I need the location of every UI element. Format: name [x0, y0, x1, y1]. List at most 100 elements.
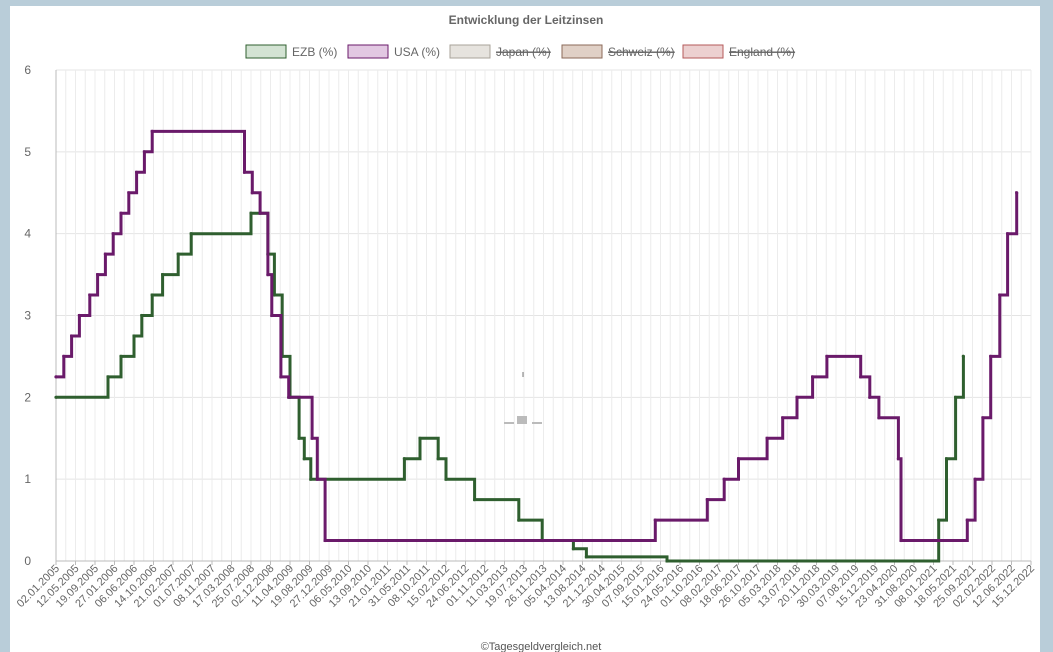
y-tick-label: 4 [24, 227, 31, 241]
data-point[interactable] [279, 375, 283, 379]
chart-series [54, 129, 1019, 563]
data-point[interactable] [176, 252, 180, 256]
y-tick-label: 0 [24, 554, 31, 568]
data-point[interactable] [896, 457, 901, 461]
data-point[interactable] [899, 538, 903, 543]
legend-swatch [561, 44, 603, 59]
data-point[interactable] [973, 477, 977, 481]
data-point[interactable] [142, 150, 146, 154]
data-point[interactable] [584, 555, 589, 559]
y-tick-label: 3 [24, 309, 31, 323]
data-point[interactable] [96, 273, 100, 277]
data-point[interactable] [877, 416, 881, 420]
data-point[interactable] [161, 273, 165, 277]
data-point[interactable] [54, 375, 58, 379]
data-point[interactable] [119, 211, 123, 215]
data-point[interactable] [323, 538, 327, 543]
data-point[interactable] [309, 477, 313, 481]
legend-item-ezb[interactable]: EZB (%) [245, 44, 337, 59]
data-point[interactable] [944, 457, 949, 461]
data-point[interactable] [781, 416, 785, 420]
data-point[interactable] [965, 518, 969, 522]
data-point[interactable] [859, 375, 863, 379]
data-point[interactable] [954, 395, 958, 399]
data-point[interactable] [1006, 232, 1010, 236]
legend-swatch [245, 44, 287, 59]
data-point[interactable] [111, 232, 115, 236]
data-point[interactable] [736, 457, 741, 461]
data-point[interactable] [444, 477, 448, 481]
legend-item-japan[interactable]: Japan (%) [449, 44, 551, 59]
data-point[interactable] [250, 191, 254, 195]
legend-swatch [347, 44, 389, 59]
data-point[interactable] [150, 293, 154, 297]
legend-swatch [682, 44, 724, 59]
data-point[interactable] [665, 559, 669, 563]
data-point[interactable] [315, 477, 319, 481]
data-point[interactable] [297, 436, 301, 440]
series-line-ezb[interactable] [56, 211, 965, 563]
data-point[interactable] [811, 375, 815, 379]
data-point[interactable] [189, 232, 193, 236]
data-point[interactable] [266, 273, 270, 277]
data-point[interactable] [765, 436, 769, 440]
data-point[interactable] [998, 293, 1002, 297]
data-point[interactable] [119, 354, 123, 358]
data-point[interactable] [302, 457, 306, 461]
data-point[interactable] [140, 313, 144, 318]
data-point[interactable] [517, 518, 521, 522]
series-line-usa[interactable] [56, 129, 1019, 542]
legend-item-england[interactable]: England (%) [682, 44, 796, 59]
x-axis-ticks: 02.01.200512.05.200519.09.200527.01.2006… [15, 561, 1037, 610]
data-point[interactable] [473, 498, 477, 502]
data-point[interactable] [70, 334, 74, 338]
y-tick-label: 2 [24, 390, 31, 404]
data-point[interactable] [249, 211, 253, 215]
data-point[interactable] [150, 129, 154, 133]
data-point[interactable] [132, 334, 136, 338]
data-point[interactable] [88, 293, 92, 297]
data-point[interactable] [722, 477, 726, 481]
data-point[interactable] [77, 313, 81, 318]
legend-item-schweiz[interactable]: Schweiz (%) [561, 44, 675, 59]
data-point[interactable] [989, 354, 993, 358]
data-point[interactable] [795, 395, 799, 399]
data-point[interactable] [402, 457, 406, 461]
chart-panel [10, 6, 1040, 652]
data-point[interactable] [981, 416, 985, 420]
data-point[interactable] [272, 293, 276, 297]
data-point[interactable] [103, 252, 107, 256]
data-point[interactable] [127, 191, 131, 195]
data-point[interactable] [961, 354, 966, 358]
top-border [0, 0, 1053, 6]
data-point[interactable] [418, 436, 422, 440]
y-tick-label: 6 [24, 63, 31, 77]
data-point[interactable] [54, 395, 58, 399]
loading-spinner-icon [504, 372, 542, 424]
data-point[interactable] [270, 313, 274, 318]
y-tick-label: 5 [24, 145, 31, 159]
data-point[interactable] [705, 498, 709, 502]
data-point[interactable] [135, 170, 139, 174]
data-point[interactable] [937, 518, 941, 522]
y-axis-ticks: 0 1 2 3 4 5 6 [24, 63, 31, 568]
legend-swatch [449, 44, 491, 59]
data-point[interactable] [825, 354, 829, 358]
data-point[interactable] [436, 457, 440, 461]
data-point[interactable] [310, 436, 314, 440]
data-point[interactable] [242, 170, 247, 174]
legend-label: EZB (%) [292, 45, 337, 59]
data-point[interactable] [258, 211, 262, 215]
legend-item-usa[interactable]: USA (%) [347, 44, 440, 59]
data-point[interactable] [571, 547, 576, 551]
data-point[interactable] [106, 375, 110, 379]
data-point[interactable] [62, 354, 66, 358]
chart-footer: ©Tagesgeldvergleich.net [481, 641, 602, 652]
data-point[interactable] [287, 395, 291, 399]
legend-label: USA (%) [394, 45, 440, 59]
data-point[interactable] [653, 518, 657, 522]
data-point[interactable] [868, 395, 872, 399]
data-point[interactable] [1015, 191, 1019, 195]
